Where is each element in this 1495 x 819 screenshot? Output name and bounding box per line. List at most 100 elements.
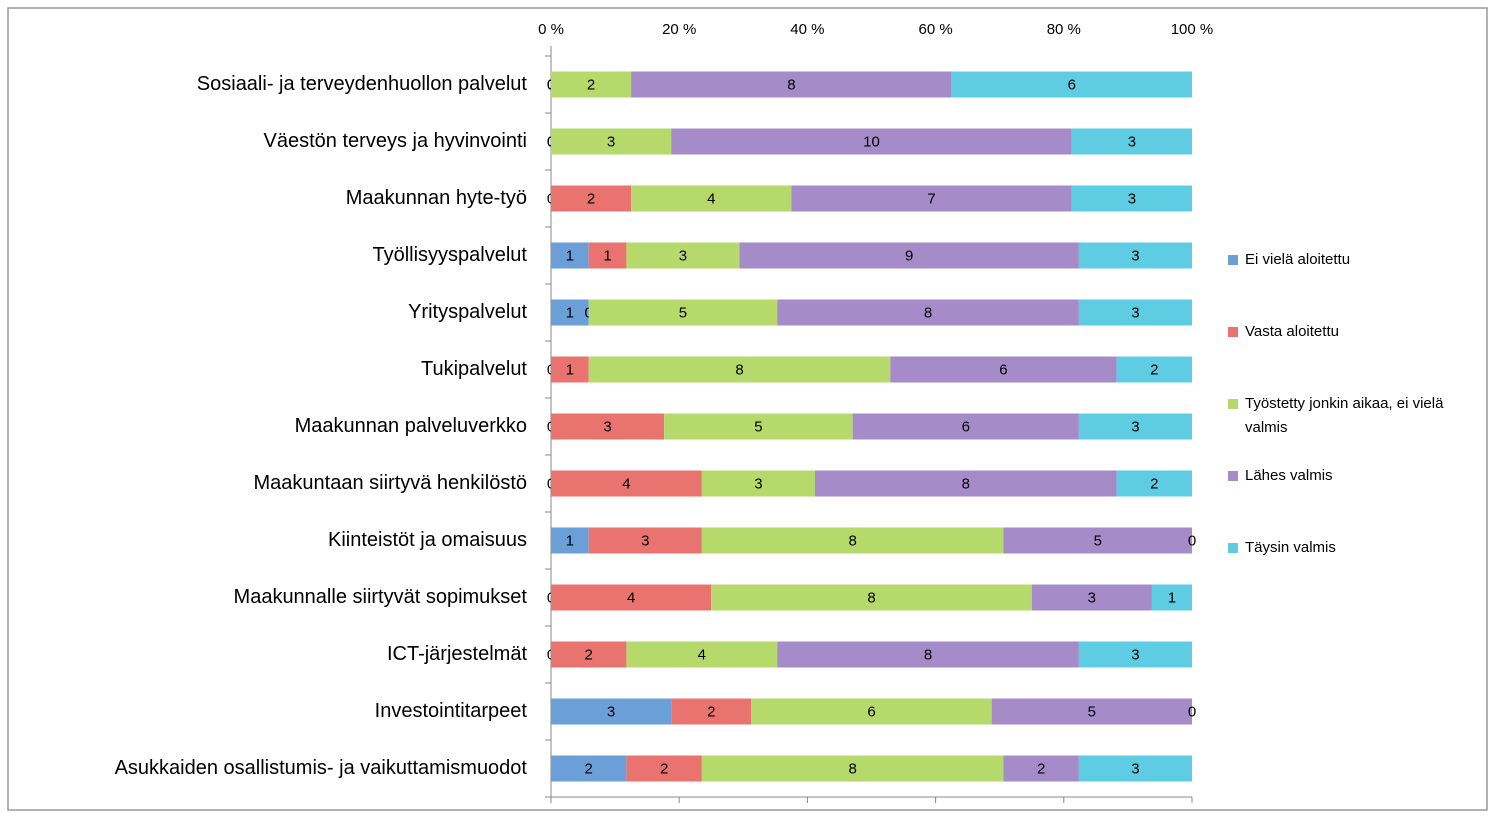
data-label: 2: [585, 760, 593, 777]
data-label: 3: [641, 532, 649, 549]
bar-segment: [551, 470, 702, 497]
data-label: 3: [607, 133, 615, 150]
bar-segment: [588, 527, 702, 554]
bar-segment: [631, 185, 792, 212]
bar-segment: [551, 356, 589, 383]
category-label: Kiinteistöt ja omaisuus: [328, 529, 527, 551]
x-tick-label: 20 %: [662, 21, 696, 38]
data-label: 6: [962, 418, 970, 435]
legend-label: Työstetty jonkin aikaa, ei vielä valmis: [1245, 395, 1444, 436]
legend-swatch: [1228, 399, 1238, 409]
bar-segment: [671, 128, 1072, 155]
data-label: 3: [1128, 190, 1136, 207]
data-label: 8: [848, 532, 856, 549]
data-label: 3: [1131, 760, 1139, 777]
data-label: 3: [1131, 304, 1139, 321]
data-label: 1: [566, 532, 574, 549]
legend-label: Lähes valmis: [1245, 467, 1333, 484]
data-label: 10: [863, 133, 880, 150]
bar-segment: [814, 470, 1117, 497]
bar-segment: [701, 755, 1004, 782]
x-tick-label: 80 %: [1047, 21, 1081, 38]
data-label: 1: [603, 247, 611, 264]
data-label: 4: [627, 589, 635, 606]
legend-label: Täysin valmis: [1245, 539, 1336, 556]
legend-label: Vasta aloitettu: [1245, 323, 1339, 340]
legend-swatch: [1228, 255, 1238, 265]
data-label: 2: [660, 760, 668, 777]
data-label: 2: [1037, 760, 1045, 777]
legend-item: Lähes valmis: [1228, 464, 1468, 488]
bar-segment: [671, 698, 752, 725]
bar-segment: [1116, 470, 1192, 497]
bar-segment: [701, 527, 1004, 554]
data-label: 3: [607, 703, 615, 720]
data-label: 3: [754, 475, 762, 492]
x-tick-label: 0 %: [538, 21, 564, 38]
legend-item: Työstetty jonkin aikaa, ei vielä valmis: [1228, 392, 1468, 440]
bar-segment: [551, 527, 589, 554]
bar-segment: [991, 698, 1192, 725]
category-label: Maakunnan hyte-työ: [346, 187, 527, 209]
data-label: 0: [1188, 703, 1196, 720]
bar-segment: [551, 698, 672, 725]
data-label: 8: [924, 646, 932, 663]
legend-item: Täysin valmis: [1228, 536, 1468, 560]
data-label: 5: [1088, 703, 1096, 720]
x-tick-label: 40 %: [790, 21, 824, 38]
data-label: 6: [999, 361, 1007, 378]
bar-segment: [588, 299, 778, 326]
bar-segment: [588, 242, 627, 269]
data-label: 3: [603, 418, 611, 435]
data-label: 8: [848, 760, 856, 777]
category-label: Sosiaali- ja terveydenhuollon palvelut: [197, 73, 528, 95]
bar-segment: [664, 413, 853, 440]
bar-segment: [551, 755, 627, 782]
data-label: 3: [1131, 418, 1139, 435]
category-label: Maakuntaan siirtyvä henkilöstö: [254, 472, 527, 494]
data-label: 2: [585, 646, 593, 663]
bar-segment: [626, 242, 740, 269]
bar-segment: [588, 356, 891, 383]
bar-segment: [1003, 527, 1192, 554]
bar-segment: [711, 584, 1032, 611]
category-label: Maakunnalle siirtyvät sopimukset: [234, 586, 528, 608]
data-label: 3: [679, 247, 687, 264]
data-label: 1: [566, 304, 574, 321]
data-label: 8: [735, 361, 743, 378]
legend-swatch: [1228, 471, 1238, 481]
data-label: 4: [622, 475, 630, 492]
bar-segment: [626, 641, 778, 668]
bar-segment: [1078, 641, 1192, 668]
data-label: 8: [962, 475, 970, 492]
data-label: 3: [1131, 646, 1139, 663]
data-label: 8: [787, 76, 795, 93]
data-label: 4: [707, 190, 715, 207]
chart-frame: [7, 7, 1488, 811]
data-label: 2: [1150, 361, 1158, 378]
category-label: Maakunnan palveluverkko: [295, 415, 527, 437]
bar-segment: [1031, 584, 1152, 611]
bar-segment: [777, 641, 1079, 668]
data-label: 2: [707, 703, 715, 720]
legend-swatch: [1228, 327, 1238, 337]
data-label: 5: [754, 418, 762, 435]
bar-segment: [890, 356, 1117, 383]
data-label: 4: [698, 646, 706, 663]
data-label: 0: [1188, 532, 1196, 549]
bar-segment: [551, 71, 632, 98]
data-label: 6: [867, 703, 875, 720]
data-label: 9: [905, 247, 913, 264]
data-label: 8: [924, 304, 932, 321]
bar-segment: [551, 584, 712, 611]
data-label: 6: [1068, 76, 1076, 93]
bar-segment: [1003, 755, 1079, 782]
bar-segment: [791, 185, 1072, 212]
bar-segment: [739, 242, 1079, 269]
category-label: Väestön terveys ja hyvinvointi: [264, 130, 527, 152]
category-label: Investointitarpeet: [375, 700, 528, 722]
data-label: 8: [867, 589, 875, 606]
bar-segment: [1078, 299, 1192, 326]
